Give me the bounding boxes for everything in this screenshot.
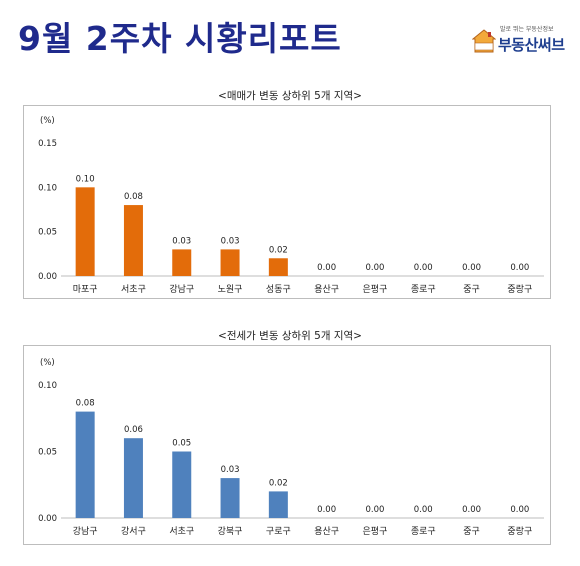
data-label: 0.00	[317, 263, 336, 273]
logo-tagline: 발로 뛰는 부동산정보	[500, 26, 554, 33]
category-label: 강남구	[73, 526, 98, 537]
category-label: 노원구	[218, 284, 243, 295]
bar	[268, 258, 288, 276]
data-label: 0.03	[221, 465, 240, 475]
chart-1-container: (%) 0.00 0.05 0.10 0.15 0.10 마포구 0.08 서초구 0.03 강남구…	[23, 105, 551, 299]
y-tick-label: 0.10	[38, 381, 57, 391]
data-label: 0.00	[414, 505, 433, 515]
category-label: 강서구	[121, 526, 146, 537]
chart-2-container: (%) 0.00 0.05 0.10 0.08 강남구 0.06 강서구 0.05 서초구 0.03…	[23, 345, 551, 545]
data-label: 0.10	[76, 174, 95, 184]
data-label: 0.00	[462, 505, 481, 515]
y-tick-label: 0.05	[38, 228, 57, 238]
y-tick-label: 0.00	[38, 272, 57, 282]
category-label: 서초구	[121, 284, 146, 295]
data-label: 0.08	[124, 192, 143, 202]
data-label: 0.00	[510, 263, 529, 273]
jeonse-price-bar-chart: (%) 0.00 0.05 0.10 0.08 강남구 0.06 강서구 0.05 서초구 0.03…	[38, 358, 544, 537]
data-label: 0.00	[462, 263, 481, 273]
y-unit-label: (%)	[40, 116, 55, 126]
bar	[220, 249, 240, 276]
category-label: 강남구	[169, 284, 194, 295]
y-tick-label: 0.00	[38, 514, 57, 524]
category-label: 용산구	[314, 526, 339, 537]
logo: 발로 뛰는 부동산정보 부동산써브	[470, 24, 576, 64]
data-label: 0.02	[269, 245, 288, 255]
category-label: 서초구	[169, 526, 194, 537]
bar	[268, 491, 288, 518]
category-label: 마포구	[73, 284, 98, 295]
bar	[220, 478, 240, 518]
chart-1-heading: <매매가 변동 상하위 5개 지역>	[218, 90, 362, 102]
category-label: 구로구	[266, 526, 291, 537]
y-tick-label: 0.15	[38, 139, 57, 149]
y-tick-label: 0.10	[38, 183, 57, 193]
data-label: 0.00	[365, 263, 384, 273]
y-tick-label: 0.05	[38, 448, 57, 458]
category-label: 중랑구	[507, 525, 532, 537]
category-label: 중랑구	[507, 283, 532, 295]
bar	[75, 411, 95, 518]
category-label: 은평구	[363, 526, 388, 537]
data-label: 0.03	[221, 236, 240, 246]
data-label: 0.00	[414, 263, 433, 273]
data-label: 0.00	[510, 505, 529, 515]
category-label: 강북구	[218, 526, 243, 537]
category-label: 중구	[463, 526, 480, 537]
category-label: 종로구	[411, 526, 436, 537]
category-label: 은평구	[363, 284, 388, 295]
data-label: 0.06	[124, 425, 143, 435]
house-icon	[472, 29, 496, 53]
bar	[75, 187, 95, 276]
bar	[123, 205, 143, 276]
data-label: 0.00	[317, 505, 336, 515]
data-label: 0.02	[269, 478, 288, 488]
data-label: 0.03	[172, 236, 191, 246]
category-label: 종로구	[411, 284, 436, 295]
logo-name: 부동산써브	[498, 36, 565, 54]
category-label: 용산구	[314, 284, 339, 295]
data-label: 0.05	[172, 439, 191, 449]
sale-price-bar-chart: (%) 0.00 0.05 0.10 0.15 0.10 마포구 0.08 서초구 0.03 강남구…	[38, 116, 544, 295]
data-label: 0.00	[365, 505, 384, 515]
bar	[172, 249, 192, 276]
page-title: 9월 2주차 시황리포트	[18, 19, 342, 58]
category-label: 성동구	[266, 284, 291, 295]
bar	[123, 438, 143, 518]
chart-2-heading: <전세가 변동 상하위 5개 지역>	[218, 330, 362, 342]
data-label: 0.08	[76, 399, 95, 409]
category-label: 중구	[463, 284, 480, 295]
y-unit-label: (%)	[40, 358, 55, 368]
bar	[172, 451, 192, 518]
